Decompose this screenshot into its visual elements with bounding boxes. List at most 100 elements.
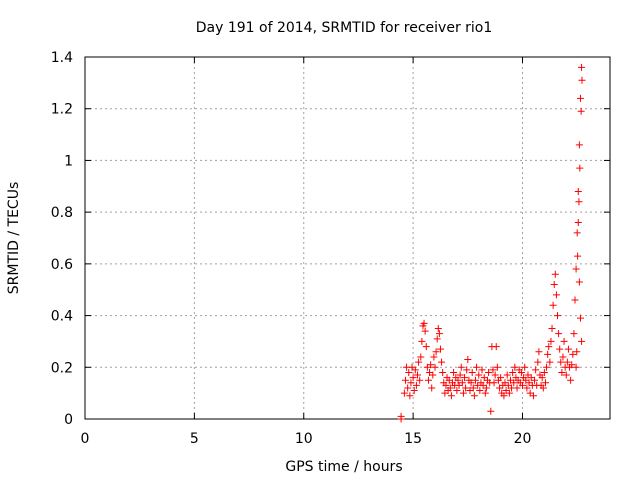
data-point [540,368,548,376]
data-point [411,366,419,374]
data-point [491,371,499,379]
y-tick-label: 0 [64,412,73,428]
data-point [563,358,571,366]
data-point [571,296,579,304]
data-point [424,376,432,384]
data-point [461,374,469,382]
data-point [554,312,561,320]
data-point [418,337,426,345]
data-point [481,389,489,397]
y-tick-label: 0.4 [51,309,73,325]
data-point [517,368,525,376]
data-point [454,376,462,384]
data-point [513,384,521,392]
data-point [574,187,582,195]
x-tick-label: 5 [190,431,199,447]
data-point [532,366,540,374]
data-point [521,363,529,371]
x-tick-label: 20 [514,431,532,447]
data-point [574,218,582,226]
data-point [576,94,584,102]
chart-title: Day 191 of 2014, SRMTID for receiver rio… [196,20,493,36]
data-point [573,229,581,237]
y-axis: 0 0.2 0.4 0.6 0.8 1 1.2 1.4 [51,50,610,428]
data-point [401,376,409,384]
data-point [434,325,442,332]
data-point [458,379,466,387]
data-point [420,319,428,327]
data-series [397,63,586,423]
data-point [414,371,421,379]
data-point [473,363,481,371]
data-point [489,366,497,374]
data-point [442,381,450,389]
data-point [539,384,547,392]
data-point [500,392,508,400]
data-point [487,407,495,415]
data-point [432,348,440,356]
data-point [464,356,472,364]
data-point [559,353,567,361]
data-point [541,379,549,387]
x-tick-label: 0 [81,431,90,447]
data-point [538,374,546,382]
data-point [417,353,425,361]
data-point [433,335,441,343]
data-point [438,358,446,366]
data-point [549,301,557,309]
data-point [457,363,465,371]
data-point [573,348,581,356]
data-point [415,358,423,366]
data-point [462,384,470,392]
data-point [548,325,556,332]
data-point [569,350,577,358]
data-point [505,389,513,397]
data-point [478,366,486,374]
data-point [416,376,424,384]
data-point [431,363,439,371]
data-point [436,345,444,353]
data-point [574,252,582,260]
data-point [577,107,585,115]
data-point [557,358,565,366]
data-point [409,374,417,382]
data-point [555,330,563,338]
data-point [421,327,429,335]
data-point [503,371,511,379]
data-point [572,265,580,273]
data-point [578,76,586,84]
grid [85,57,610,419]
data-point [575,278,583,286]
data-point [476,387,484,395]
data-point [543,363,551,371]
data-point [397,412,405,420]
data-point [407,379,415,387]
data-point [568,361,576,369]
data-point [400,389,408,397]
data-point [509,368,517,376]
data-point [519,381,526,389]
data-point [429,371,437,379]
data-point [576,164,584,172]
x-axis: 0 5 10 15 20 [81,57,532,447]
y-tick-label: 1 [64,153,73,169]
data-point [412,381,420,389]
data-point [564,345,572,353]
data-point [406,392,414,400]
data-point [531,376,539,384]
data-point [447,392,455,400]
data-point [410,387,418,395]
data-point [435,330,443,338]
data-point [556,345,564,353]
data-point [546,358,554,366]
data-point [468,368,476,376]
data-point [427,361,435,369]
y-tick-label: 0.8 [51,205,73,221]
data-point [467,379,475,387]
data-point [493,363,501,371]
data-point [430,353,438,361]
y-tick-label: 0.2 [51,360,73,376]
data-point [459,389,467,397]
data-point [463,366,471,374]
data-point [404,384,412,392]
